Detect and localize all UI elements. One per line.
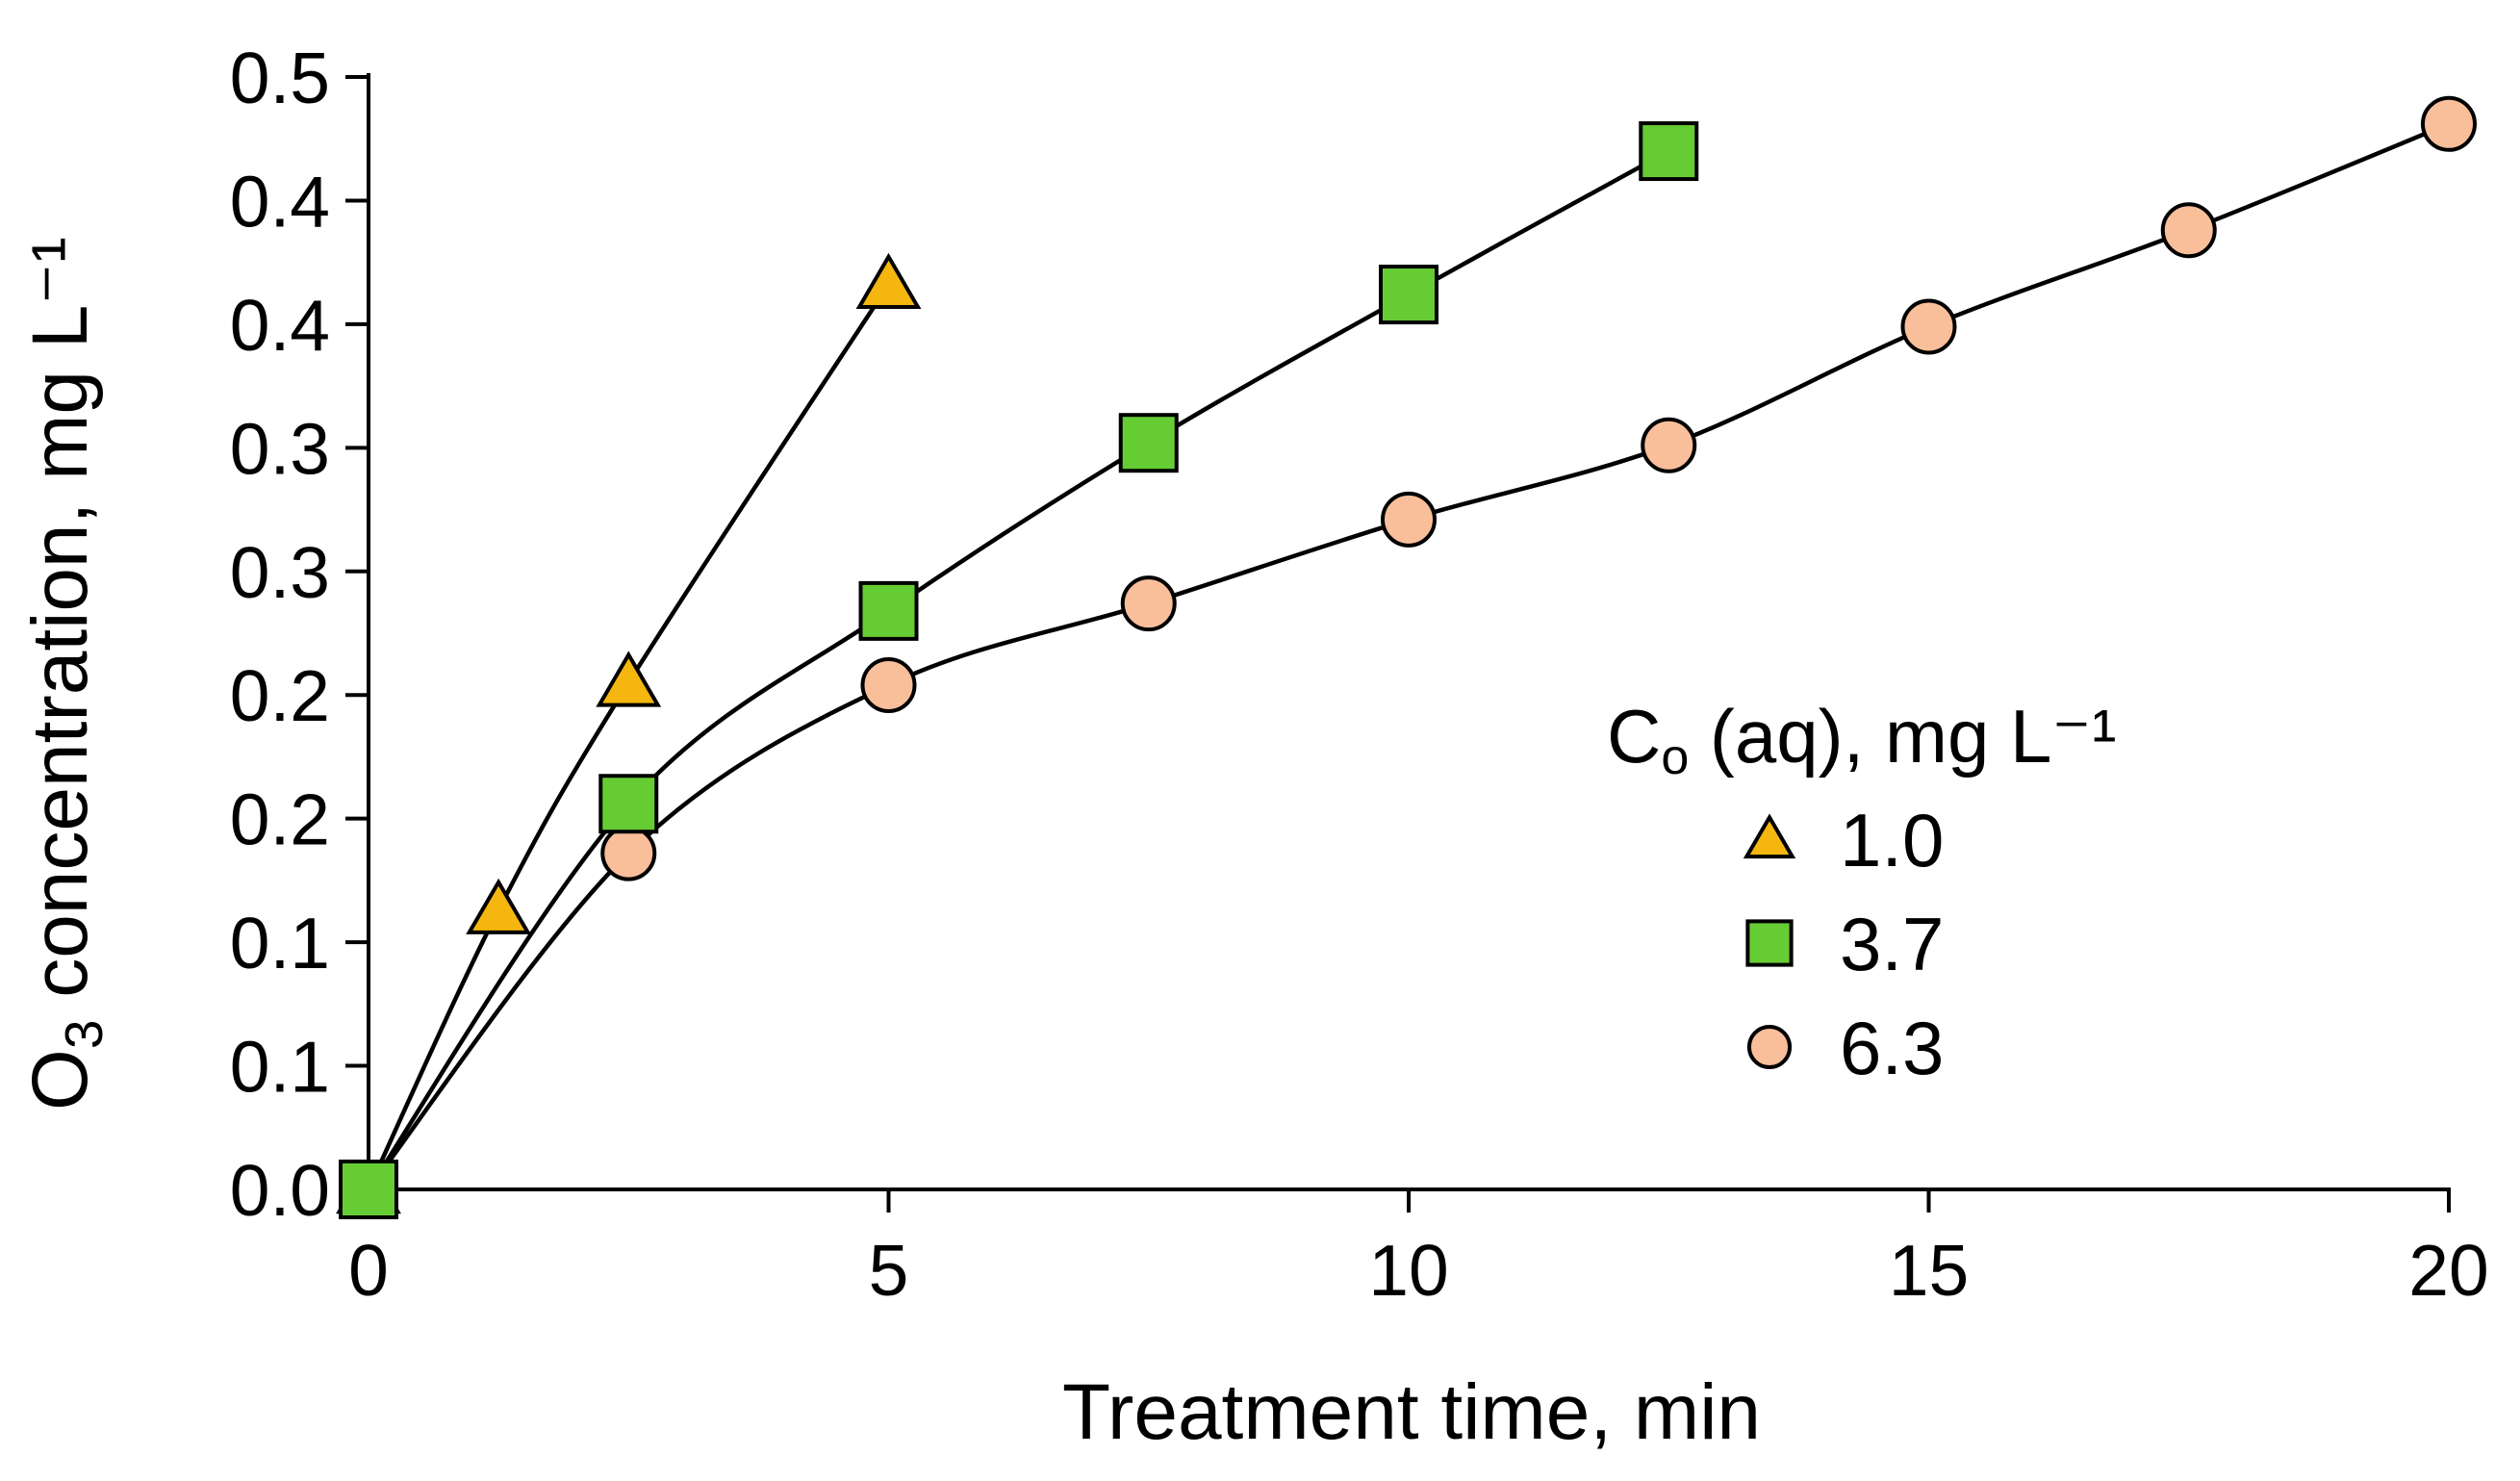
series-3-7-point — [858, 580, 919, 641]
legend-title-main: C — [1607, 694, 1661, 779]
series-3-7-point — [1639, 121, 1699, 182]
legend-6-3-label: 6.3 — [1840, 1006, 1944, 1090]
series-6-3-point — [600, 825, 657, 881]
y-tick-label: 0.0 — [230, 1150, 330, 1231]
series-6-3-point — [2421, 95, 2477, 152]
x-tick-label: 10 — [1368, 1230, 1448, 1311]
axes: 0.0 0.1 0.1 0.2 0.2 0.3 0.3 0.4 0.4 0.5 0 5 10 15 20 — [230, 38, 2489, 1311]
y-tick-label: 0.5 — [230, 38, 330, 118]
series-6-3-point — [860, 656, 917, 713]
legend-6-3: 6.3 — [1746, 1006, 1944, 1090]
y-axis-title-prefix: O — [16, 1049, 104, 1111]
y-tick-label: 0.1 — [230, 903, 330, 983]
legend-items: 1.0 3.7 6.3 — [1743, 798, 1944, 1090]
y-axis-title-suffix: concentration, mg L⁻¹ — [16, 237, 104, 1020]
series-6-3-point — [1641, 417, 1697, 473]
series-3-7-line — [367, 149, 1670, 1191]
legend-3-7-marker — [1745, 919, 1794, 967]
y-axis-title-subscript: 3 — [54, 1020, 114, 1050]
legend: Co (aq), mg L⁻¹ 1.0 3.7 6.3 — [1607, 694, 2117, 1090]
y-tick-label: 0.3 — [230, 532, 330, 613]
y-axis-title: O3 concentration, mg L⁻¹ — [16, 237, 114, 1111]
x-tick-label: 5 — [869, 1230, 909, 1311]
legend-3-7: 3.7 — [1745, 902, 1944, 986]
series-1-0-line — [366, 283, 891, 1190]
legend-1-0-marker — [1743, 813, 1796, 859]
series-1-0-point — [596, 651, 662, 707]
series-3-7-point — [598, 774, 659, 834]
series-1-0-point — [466, 878, 532, 934]
series-6-3-point — [1381, 491, 1437, 548]
legend-title-rest: (aq), mg L⁻¹ — [1689, 694, 2116, 779]
series-3-7-point — [1118, 413, 1179, 473]
x-tick-label: 15 — [1889, 1230, 1969, 1311]
y-tick-label: 0.4 — [230, 161, 330, 242]
x-axis-title: Treatment time, min — [1062, 1368, 1761, 1456]
legend-title-subscript: o — [1661, 729, 1689, 785]
y-tick-label: 0.2 — [230, 655, 330, 736]
y-tick-label: 0.3 — [230, 408, 330, 489]
legend-1-0-label: 1.0 — [1840, 798, 1944, 882]
y-tick-label: 0.4 — [230, 285, 330, 366]
series-6-3-point — [2160, 202, 2217, 259]
legend-3-7-label: 3.7 — [1840, 902, 1944, 986]
series-3-7-point — [1379, 265, 1438, 325]
series-6-3-point — [1120, 575, 1177, 632]
y-tick-label: 0.1 — [230, 1027, 330, 1108]
series-1-0-point — [855, 252, 922, 309]
plot-area — [336, 95, 2477, 1219]
legend-6-3-marker — [1746, 1024, 1793, 1070]
x-tick-label: 20 — [2408, 1230, 2488, 1311]
series-3-7-point — [339, 1160, 398, 1219]
legend-title: Co (aq), mg L⁻¹ — [1607, 694, 2117, 785]
legend-1-0: 1.0 — [1743, 798, 1944, 882]
x-tick-label: 0 — [348, 1230, 389, 1311]
y-tick-label: 0.2 — [230, 779, 330, 860]
series-6-3-point — [1900, 298, 1957, 355]
